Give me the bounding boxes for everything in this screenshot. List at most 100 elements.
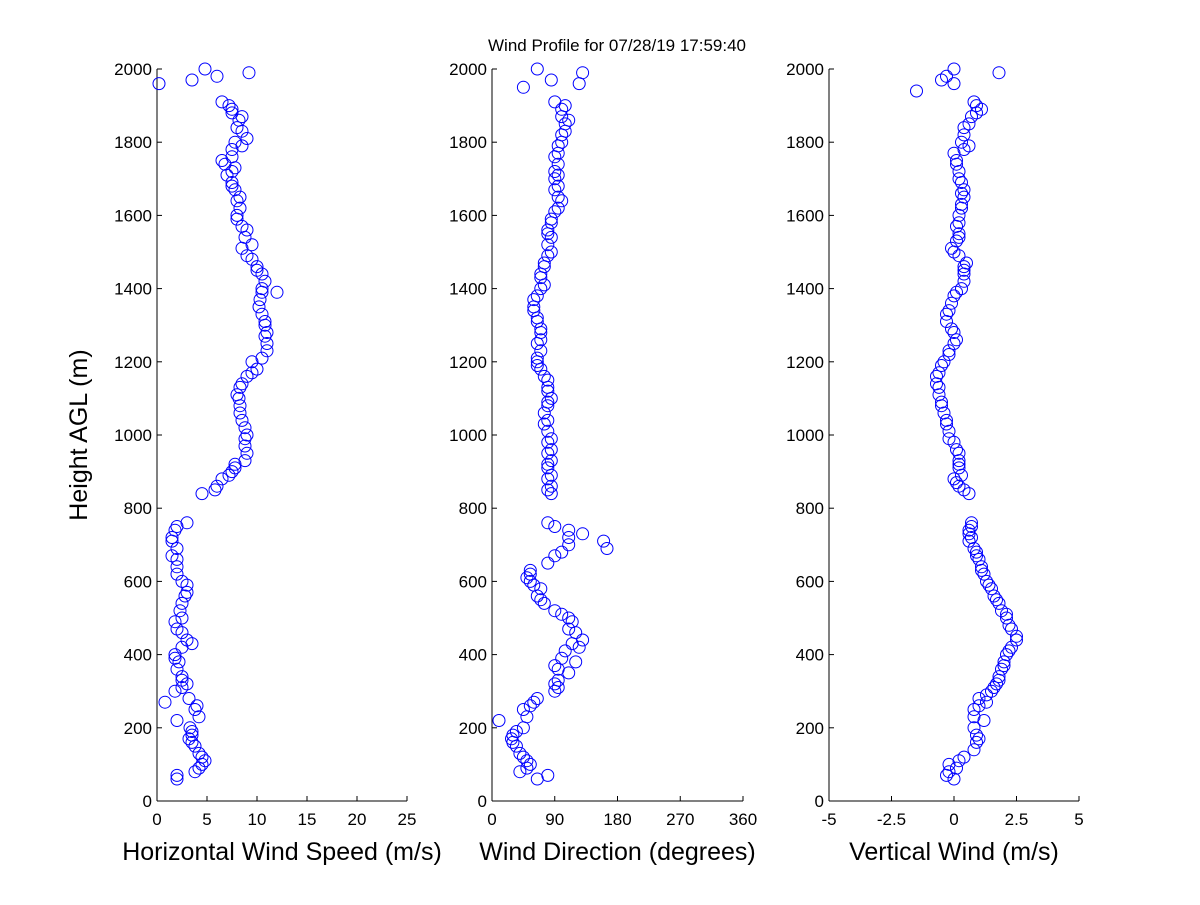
data-point xyxy=(935,359,948,372)
data-point xyxy=(952,479,966,493)
data-point xyxy=(932,366,946,380)
data-point xyxy=(952,461,966,475)
data-point xyxy=(972,692,986,705)
x-axis-label: Vertical Wind (m/s) xyxy=(849,838,1059,866)
data-point xyxy=(258,315,272,328)
data-point xyxy=(942,765,956,779)
data-point xyxy=(572,640,586,654)
data-point xyxy=(258,274,272,288)
data-point xyxy=(520,710,534,724)
data-point xyxy=(210,479,224,493)
panel-2: 0 200 400 600 800 1000 1200 1400 1600 1800 2000 0 90… xyxy=(449,60,757,866)
data-point xyxy=(551,157,565,171)
data-point xyxy=(970,735,983,749)
data-point xyxy=(942,344,956,358)
data-point xyxy=(175,673,189,687)
data-point xyxy=(523,574,537,588)
data-point xyxy=(222,99,236,113)
data-point xyxy=(233,201,247,215)
data-point xyxy=(544,487,558,501)
data-point xyxy=(562,622,576,636)
data-point xyxy=(576,66,590,80)
data-point xyxy=(541,384,555,398)
y-tick-label: 0 xyxy=(478,792,487,811)
data-point xyxy=(551,179,565,193)
data-point xyxy=(232,113,246,127)
data-point xyxy=(541,556,555,570)
data-point xyxy=(555,135,569,149)
data-point xyxy=(1010,629,1023,643)
data-point xyxy=(955,176,968,189)
data-point xyxy=(1002,644,1016,658)
x-tick-label: 2.5 xyxy=(1005,810,1029,829)
x-tick-label: 5 xyxy=(1074,810,1083,829)
data-point xyxy=(175,574,189,588)
data-point xyxy=(932,380,946,394)
data-point xyxy=(492,714,506,727)
data-point xyxy=(235,377,249,391)
y-tick-label: 400 xyxy=(796,646,824,665)
y-tick-label: 1000 xyxy=(449,426,487,445)
data-point xyxy=(185,728,199,742)
data-point xyxy=(1005,640,1018,654)
data-point xyxy=(544,391,558,405)
y-tick-label: 1400 xyxy=(786,280,824,299)
data-point xyxy=(945,322,958,336)
y-tick-label: 800 xyxy=(124,499,152,518)
data-point xyxy=(548,165,562,178)
data-point xyxy=(541,395,555,409)
data-point xyxy=(555,102,569,116)
data-point xyxy=(970,545,983,559)
data-point xyxy=(260,337,274,350)
data-point xyxy=(180,585,194,599)
y-tick-label: 1400 xyxy=(114,280,152,299)
data-point xyxy=(198,754,212,768)
data-point xyxy=(527,695,541,709)
data-point xyxy=(569,626,583,640)
data-point xyxy=(972,732,986,746)
data-point xyxy=(977,567,991,581)
data-point xyxy=(962,534,976,548)
data-point xyxy=(218,157,232,171)
data-point xyxy=(555,607,569,621)
data-point xyxy=(562,531,576,544)
data-point xyxy=(957,190,971,204)
data-point xyxy=(965,110,978,124)
data-point xyxy=(985,582,998,596)
data-point xyxy=(544,212,558,226)
data-point xyxy=(950,219,963,233)
data-point xyxy=(233,190,247,204)
data-point xyxy=(225,106,239,120)
data-point xyxy=(544,454,558,468)
data-point xyxy=(942,424,956,438)
data-point xyxy=(548,677,562,691)
data-point xyxy=(541,446,555,460)
data-point xyxy=(597,534,611,548)
data-point xyxy=(972,699,986,713)
data-point xyxy=(947,337,961,350)
data-point xyxy=(1002,618,1016,632)
y-tick-label: 1800 xyxy=(449,133,487,152)
data-point xyxy=(210,69,224,83)
x-tick-label: 0 xyxy=(949,810,958,829)
data-point xyxy=(172,655,186,669)
data-point xyxy=(537,417,551,431)
data-point xyxy=(168,615,182,629)
data-point xyxy=(942,432,956,446)
data-point xyxy=(957,183,971,197)
data-point xyxy=(215,154,229,167)
data-point xyxy=(955,186,968,200)
data-point xyxy=(537,278,551,292)
data-point xyxy=(541,483,555,497)
data-point xyxy=(950,154,963,167)
data-point xyxy=(562,523,576,537)
data-point xyxy=(168,651,182,665)
data-point xyxy=(180,633,194,647)
data-point xyxy=(544,230,558,244)
data-point xyxy=(957,263,971,277)
data-point xyxy=(990,677,1003,691)
data-point xyxy=(242,66,256,80)
data-point xyxy=(957,121,971,135)
x-tick-label: 360 xyxy=(729,810,757,829)
